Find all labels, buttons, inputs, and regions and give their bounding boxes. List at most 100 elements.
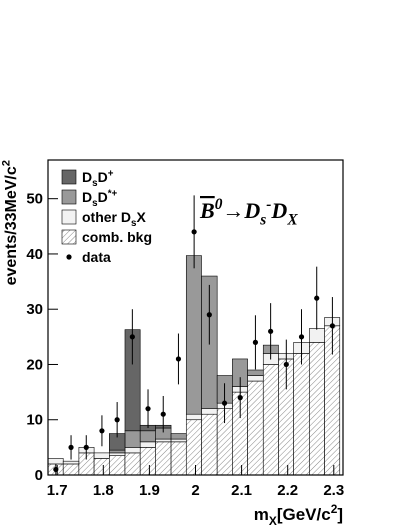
data-point <box>175 356 182 362</box>
legend-swatch <box>61 209 77 225</box>
chart-title-part: - <box>266 196 271 213</box>
legend-label-part: + <box>108 168 114 179</box>
data-point <box>99 428 105 434</box>
legend-label-part: s <box>92 178 98 189</box>
x-axis-label-part: X <box>269 514 277 527</box>
legend-label-part: comb. bkg <box>82 229 152 245</box>
histogram-bar <box>62 460 80 465</box>
histogram-bar <box>62 463 80 476</box>
y-tick-label: 0 <box>35 467 43 484</box>
chart-title-part: X <box>286 212 298 229</box>
chart-title-part: 0 <box>215 196 223 213</box>
data-point <box>221 400 228 406</box>
histogram-bar <box>155 441 172 476</box>
x-tick-label: 1.9 <box>139 482 160 499</box>
histogram-bar <box>309 342 325 476</box>
x-axis-label-part: m <box>254 505 269 524</box>
legend-label-part: D <box>98 169 108 185</box>
histogram-bar <box>309 328 325 343</box>
x-axis-label-part: [GeV/c <box>277 505 331 524</box>
legend-label-part: X <box>136 209 146 225</box>
y-tick-label: 20 <box>26 356 43 373</box>
legend-label-part: *+ <box>108 188 118 199</box>
legend-marker <box>66 254 72 260</box>
chart-title-part: s <box>259 212 266 229</box>
data-point <box>237 395 243 401</box>
data-point <box>268 328 274 334</box>
data-point <box>329 323 335 329</box>
legend-label: comb. bkg <box>82 229 152 245</box>
data-point <box>68 444 74 450</box>
data-point <box>314 295 320 301</box>
legend-swatch <box>61 189 77 205</box>
x-tick-label: 2.2 <box>277 482 298 499</box>
legend-label-part: D <box>82 169 92 185</box>
histogram-bar <box>170 441 187 476</box>
x-tick-label: 2.3 <box>323 482 344 499</box>
x-axis-label: mX[GeV/c2] <box>254 502 343 527</box>
data-point <box>191 229 197 235</box>
legend-label: DsD*+ <box>82 188 118 209</box>
y-tick-label: 40 <box>26 246 43 263</box>
legend-swatch <box>61 229 77 245</box>
histogram-bar <box>247 375 264 382</box>
histogram-bar <box>124 452 141 476</box>
data-point <box>114 417 120 423</box>
data-point <box>83 444 89 450</box>
histogram-bar <box>47 458 64 465</box>
legend-label: other DsX <box>82 209 146 229</box>
legend-label-part: data <box>82 249 111 265</box>
histogram-bar <box>139 447 156 476</box>
data-point <box>129 334 135 340</box>
y-axis-label-part: events/33MeV/c <box>3 166 20 285</box>
legend-label: data <box>82 249 111 265</box>
data-point <box>283 361 289 368</box>
x-tick-label: 2 <box>191 482 199 499</box>
histogram-bar <box>293 353 310 476</box>
histogram-bar <box>109 455 126 476</box>
histogram-bar <box>109 452 126 456</box>
x-tick-label: 2.1 <box>231 482 252 499</box>
data-point <box>145 406 151 412</box>
legend-label: DsD+ <box>82 168 114 189</box>
histogram-bar <box>155 438 172 443</box>
x-axis-label-part: 2 <box>331 502 338 516</box>
histogram-bar <box>124 430 141 448</box>
histogram-bar <box>93 458 110 476</box>
legend-swatch <box>61 169 77 185</box>
chart-title-part: D <box>270 198 287 223</box>
data-point <box>206 312 212 318</box>
x-tick-label: 1.7 <box>47 482 68 499</box>
data-point <box>160 411 166 417</box>
chart-title-part: →D <box>222 198 260 223</box>
data-point <box>298 334 305 340</box>
y-tick-label: 30 <box>26 301 43 318</box>
histogram-bar <box>93 452 110 459</box>
legend-label-part: other D <box>82 209 131 225</box>
legend-label-part: D <box>98 189 108 205</box>
y-tick-label: 50 <box>26 191 43 208</box>
y-axis-label: events/33MeV/c2 <box>1 160 20 285</box>
histogram-bar <box>185 255 202 415</box>
legend-label-part: s <box>92 198 98 209</box>
histogram-bar <box>185 413 202 421</box>
chart-title: B0→Ds-DX <box>199 196 298 228</box>
histogram-bar <box>170 438 187 443</box>
histogram-bar <box>170 433 187 440</box>
histogram-bar <box>247 369 264 376</box>
legend-label-part: D <box>82 189 92 205</box>
y-axis-label-part: 2 <box>1 160 13 166</box>
histogram-bar <box>262 364 279 476</box>
histogram-bar <box>139 441 156 448</box>
histogram-bar <box>247 380 264 476</box>
legend-label-part: s <box>131 218 137 229</box>
histogram-bar <box>139 430 156 443</box>
x-axis-label-part: ] <box>337 505 343 524</box>
histogram-bar <box>109 449 126 454</box>
data-point <box>252 339 259 345</box>
histogram-bar <box>201 413 218 476</box>
histogram-bar <box>124 447 141 454</box>
chart-title-part: B <box>199 198 215 223</box>
histogram-bar <box>185 419 202 476</box>
